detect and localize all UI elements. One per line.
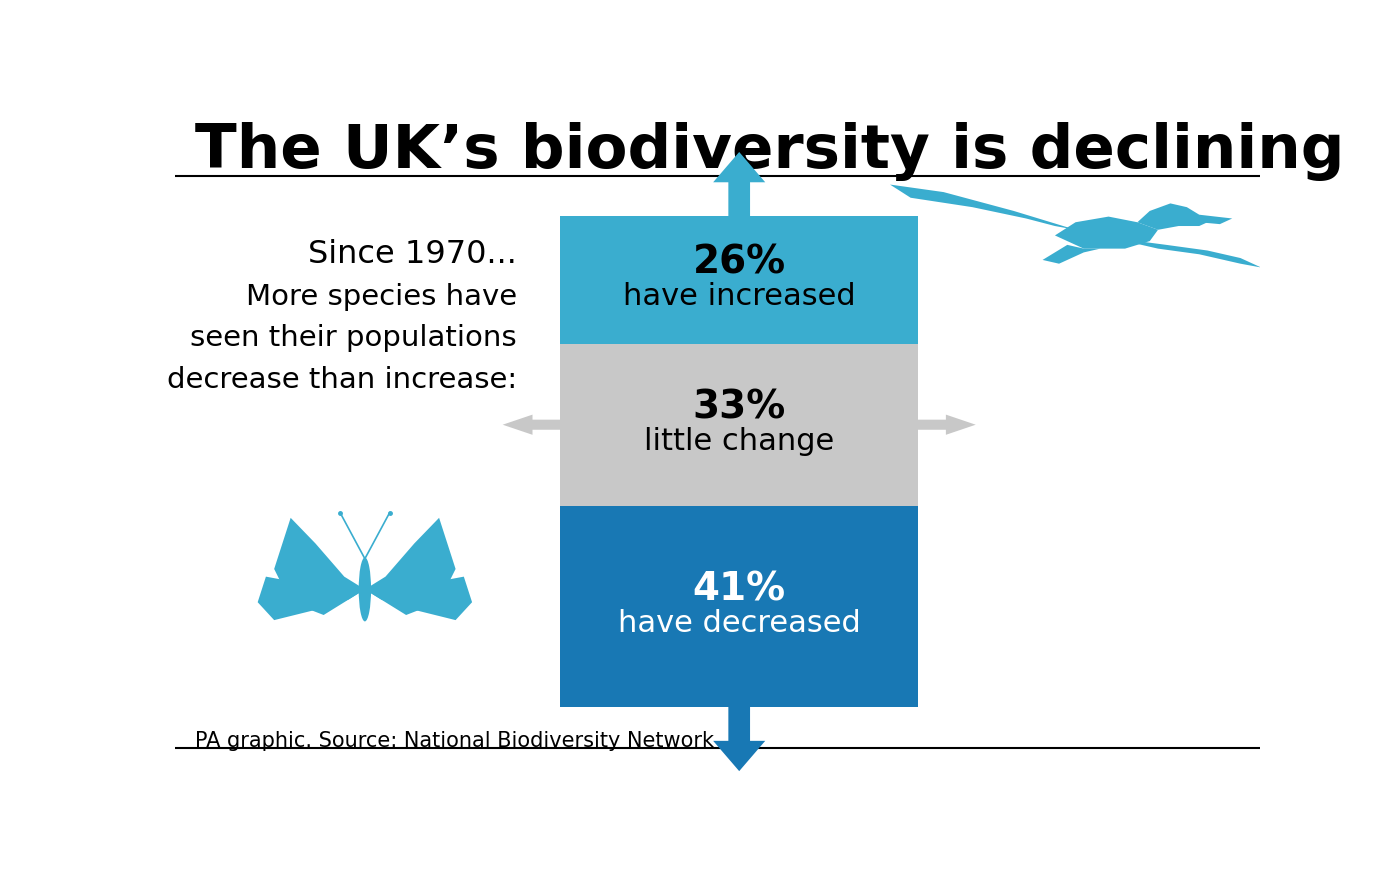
Polygon shape: [890, 184, 1075, 230]
Text: Since 1970...: Since 1970...: [308, 239, 517, 270]
Text: More species have
seen their populations
decrease than increase:: More species have seen their populations…: [167, 283, 517, 393]
Text: have increased: have increased: [623, 282, 855, 311]
Text: The UK’s biodiversity is declining: The UK’s biodiversity is declining: [195, 121, 1344, 181]
Text: have decreased: have decreased: [617, 609, 861, 638]
Bar: [560, 216, 918, 343]
FancyArrow shape: [713, 704, 766, 771]
Bar: [560, 343, 918, 506]
Polygon shape: [274, 517, 365, 615]
Polygon shape: [1200, 215, 1232, 224]
Text: 26%: 26%: [693, 244, 785, 282]
Polygon shape: [1126, 241, 1261, 267]
Polygon shape: [1137, 204, 1207, 230]
Polygon shape: [1056, 217, 1158, 248]
Text: little change: little change: [644, 427, 834, 456]
Polygon shape: [365, 517, 455, 615]
Polygon shape: [1043, 245, 1100, 264]
Text: PA graphic. Source: National Biodiversity Network: PA graphic. Source: National Biodiversit…: [195, 731, 714, 751]
Text: 33%: 33%: [693, 389, 785, 427]
Ellipse shape: [358, 558, 371, 621]
FancyArrow shape: [503, 414, 563, 434]
FancyArrow shape: [916, 414, 976, 434]
Text: 41%: 41%: [693, 571, 785, 608]
Polygon shape: [365, 577, 472, 621]
Polygon shape: [258, 577, 365, 621]
Bar: [560, 506, 918, 707]
FancyArrow shape: [713, 152, 766, 219]
